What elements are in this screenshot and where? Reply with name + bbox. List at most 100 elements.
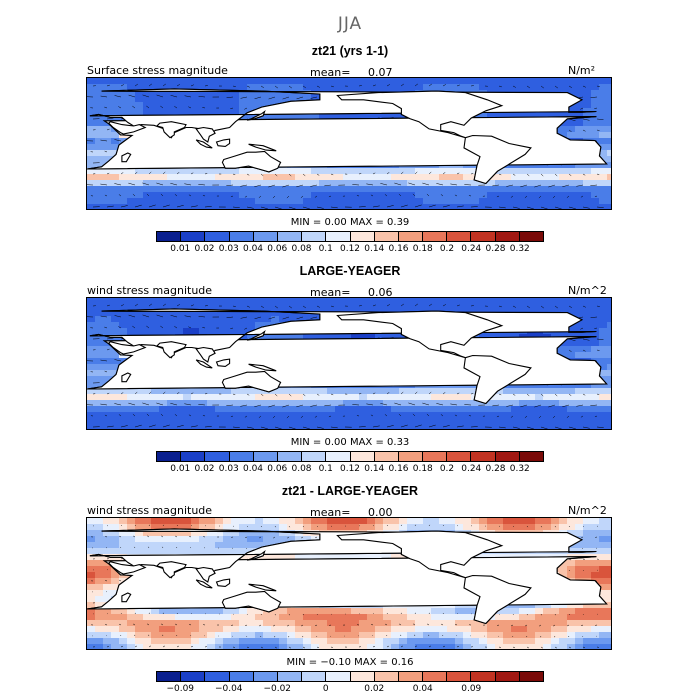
field-cell bbox=[247, 298, 256, 305]
field-cell bbox=[127, 608, 136, 615]
field-cell bbox=[175, 548, 184, 555]
field-cell bbox=[135, 310, 144, 317]
wind-vector bbox=[422, 402, 430, 406]
field-cell bbox=[511, 174, 520, 181]
wind-vector bbox=[596, 338, 604, 340]
field-cell bbox=[431, 84, 440, 91]
field-cell bbox=[343, 394, 352, 401]
field-cell bbox=[119, 96, 128, 103]
field-cell bbox=[223, 536, 232, 543]
field-cell bbox=[151, 542, 160, 549]
field-cell bbox=[607, 162, 611, 169]
field-cell bbox=[599, 608, 608, 615]
field-cell bbox=[103, 394, 112, 401]
wind-vector bbox=[554, 206, 562, 209]
field-cell bbox=[159, 204, 168, 209]
field-cell bbox=[383, 334, 392, 341]
wind-vector bbox=[132, 105, 136, 109]
field-cell bbox=[511, 204, 520, 209]
field-cell bbox=[183, 204, 192, 209]
field-cell bbox=[111, 192, 120, 199]
field-cell bbox=[343, 406, 352, 413]
field-cell bbox=[263, 554, 272, 561]
field-cell bbox=[127, 204, 136, 209]
field-cell bbox=[391, 524, 400, 531]
field-cell bbox=[543, 406, 552, 413]
field-cell bbox=[319, 388, 328, 395]
wind-vector bbox=[526, 206, 534, 209]
field-cell bbox=[247, 554, 256, 561]
wind-vector bbox=[492, 404, 500, 407]
field-cell bbox=[583, 316, 592, 323]
field-cell bbox=[183, 424, 192, 429]
field-cell bbox=[591, 572, 600, 579]
wind-vector bbox=[568, 426, 576, 429]
field-cell bbox=[351, 198, 360, 205]
field-cell bbox=[583, 126, 592, 133]
field-cell bbox=[455, 168, 464, 175]
wind-vector bbox=[246, 426, 254, 429]
field-cell bbox=[207, 198, 216, 205]
field-cell bbox=[143, 400, 152, 407]
field-cell bbox=[551, 412, 560, 419]
field-cell bbox=[287, 424, 296, 429]
wind-vector bbox=[106, 337, 114, 340]
field-cell bbox=[103, 364, 112, 371]
field-cell bbox=[199, 400, 208, 407]
colorbar-tick-label: 0.12 bbox=[339, 244, 361, 254]
field-cell bbox=[231, 186, 240, 193]
wind-vector bbox=[492, 184, 500, 187]
field-cell bbox=[103, 322, 112, 329]
colorbar-tick-label: 0.01 bbox=[170, 244, 191, 254]
field-cell bbox=[295, 424, 304, 429]
field-cell bbox=[151, 186, 160, 193]
wind-vector bbox=[174, 326, 178, 329]
field-cell bbox=[535, 162, 544, 169]
field-cell bbox=[431, 418, 440, 425]
wind-vector bbox=[198, 404, 206, 406]
field-cell bbox=[311, 198, 320, 205]
field-cell bbox=[279, 406, 288, 413]
field-cell bbox=[263, 192, 272, 199]
field-cell bbox=[159, 186, 168, 193]
field-cell bbox=[247, 174, 256, 181]
field-cell bbox=[319, 114, 328, 121]
field-cell bbox=[567, 132, 576, 139]
field-cell bbox=[271, 400, 280, 407]
field-cell bbox=[103, 204, 112, 209]
field-cell bbox=[103, 590, 112, 597]
colorbar-swatch bbox=[447, 452, 472, 461]
field-cell bbox=[183, 96, 192, 103]
field-cell bbox=[215, 204, 224, 209]
wind-vector bbox=[128, 94, 136, 98]
field-cell bbox=[199, 322, 208, 329]
field-cell bbox=[127, 180, 136, 187]
field-cell bbox=[119, 186, 128, 193]
field-cell bbox=[471, 400, 480, 407]
field-cell bbox=[175, 168, 184, 175]
field-cell bbox=[167, 542, 176, 549]
wind-vector bbox=[190, 172, 194, 175]
field-cell bbox=[95, 150, 104, 157]
panel-3-variable-label: wind stress magnitude bbox=[87, 504, 213, 517]
field-cell bbox=[503, 524, 512, 531]
field-cell bbox=[559, 566, 568, 573]
field-cell bbox=[191, 412, 200, 419]
field-cell bbox=[175, 524, 184, 531]
wind-vector bbox=[190, 425, 198, 428]
field-cell bbox=[415, 168, 424, 175]
field-cell bbox=[447, 304, 456, 311]
field-cell bbox=[415, 418, 424, 425]
wind-vector bbox=[554, 393, 558, 397]
wind-vector bbox=[176, 172, 180, 175]
field-cell bbox=[191, 388, 200, 395]
field-cell bbox=[471, 412, 480, 419]
field-cell bbox=[375, 304, 384, 311]
wind-vector bbox=[372, 304, 376, 307]
field-cell bbox=[383, 198, 392, 205]
field-cell bbox=[607, 144, 611, 151]
field-cell bbox=[183, 174, 192, 181]
field-cell bbox=[183, 394, 192, 401]
field-cell bbox=[311, 204, 320, 209]
field-cell bbox=[223, 310, 232, 317]
